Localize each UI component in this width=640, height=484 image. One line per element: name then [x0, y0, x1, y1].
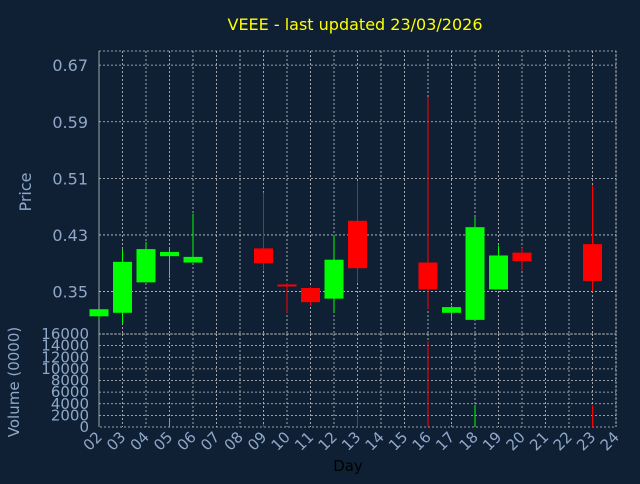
candle-body [277, 284, 297, 287]
x-tick-label: 13 [338, 428, 364, 454]
candle-day-16 [418, 96, 438, 310]
candle-day-2 [89, 309, 109, 320]
x-tick-label: 18 [456, 428, 482, 454]
x-tick-label: 20 [503, 428, 529, 454]
candle-day-5 [160, 249, 179, 279]
x-axis-label: Day [333, 457, 363, 475]
volume-tick-label: 0 [79, 418, 89, 436]
volume-tick-label: 4000 [51, 395, 89, 413]
x-tick-label: 12 [315, 428, 341, 454]
x-axis: 0203040506070809101112131415161718192021… [80, 428, 623, 454]
x-tick-label: 10 [268, 428, 294, 454]
x-tick-label: 19 [479, 428, 505, 454]
volume-tick-label: 6000 [51, 383, 89, 401]
candle-body [301, 288, 320, 303]
candle-day-11 [301, 286, 320, 306]
candle-day-12 [324, 234, 344, 313]
volume-tick-label: 14000 [41, 337, 89, 355]
volume-tick-label: 12000 [41, 348, 89, 366]
chart-title: VEEE - last updated 23/03/2026 [228, 15, 483, 34]
price-tick-label: 0.51 [52, 169, 88, 188]
candle-day-9 [254, 192, 273, 271]
volume-tick-label: 8000 [51, 372, 89, 390]
candles [89, 96, 602, 324]
x-tick-label: 09 [244, 428, 270, 454]
candle-day-13 [348, 181, 367, 283]
price-axis: 0.35 0.43 0.51 0.59 0.67 [52, 56, 88, 301]
price-tick-label: 0.59 [52, 113, 88, 132]
candle-body [348, 220, 367, 269]
candle-body [113, 261, 132, 313]
volume-tick-label: 2000 [51, 406, 89, 424]
volume-axis-label: Volume (0000) [5, 327, 23, 437]
volume-tick-label: 10000 [41, 360, 89, 378]
candle-day-18 [465, 217, 485, 320]
candle-body [512, 252, 532, 262]
price-tick-label: 0.67 [52, 56, 88, 75]
x-tick-label: 14 [362, 428, 388, 454]
candle-body [89, 309, 109, 317]
x-tick-label: 11 [291, 428, 317, 454]
x-tick-label: 03 [103, 428, 129, 454]
x-tick-label: 21 [526, 428, 552, 454]
candle-day-19 [489, 245, 508, 290]
x-tick-label: 16 [409, 428, 435, 454]
candle-body [136, 249, 156, 283]
candle-body [418, 262, 438, 290]
x-tick-label: 04 [127, 428, 153, 454]
x-tick-label: 05 [150, 428, 176, 454]
price-tick-label: 0.35 [52, 283, 88, 302]
candle-day-20 [512, 247, 532, 271]
x-tick-label: 15 [385, 428, 411, 454]
volume-tick-label: 16000 [41, 325, 89, 343]
candle-day-10 [277, 283, 297, 313]
x-tick-label: 17 [432, 428, 458, 454]
candle-body [583, 244, 602, 281]
candle-day-23 [583, 185, 602, 292]
candle-day-3 [113, 249, 132, 324]
x-tick-label: 08 [221, 428, 247, 454]
x-tick-label: 07 [197, 428, 223, 454]
candle-body [465, 227, 485, 320]
candle-body [442, 307, 461, 313]
price-tick-label: 0.43 [52, 226, 88, 245]
x-tick-label: 24 [597, 428, 623, 454]
x-tick-label: 06 [174, 428, 200, 454]
y-axis-label: Price [16, 172, 35, 211]
x-tick-label: 23 [573, 428, 599, 454]
candle-day-17 [442, 305, 461, 320]
candle-body [254, 248, 273, 264]
candle-day-4 [136, 242, 156, 283]
candle-body [489, 255, 508, 290]
candle-body [324, 259, 344, 299]
x-tick-label: 22 [550, 428, 576, 454]
candle-body [183, 256, 203, 263]
candle-day-6 [183, 213, 203, 263]
volume-bars [169, 340, 593, 427]
candle-body [160, 251, 179, 257]
